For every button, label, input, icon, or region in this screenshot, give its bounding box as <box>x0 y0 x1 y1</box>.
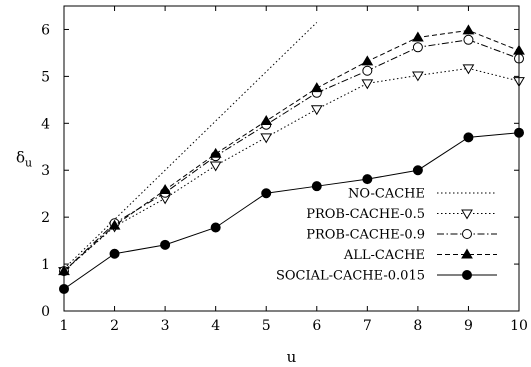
legend-label: PROB-CACHE-0.5 <box>306 207 425 222</box>
data-point <box>160 239 171 250</box>
data-point <box>463 34 474 45</box>
data-point <box>260 133 273 144</box>
data-point <box>463 132 474 143</box>
legend: NO-CACHE PROB-CACHE-0.5 PROB-CACHE-0.9 ALL-… <box>276 187 497 284</box>
data-point <box>362 65 373 76</box>
data-point <box>412 42 423 53</box>
y-tick-label: 0 <box>41 304 50 320</box>
data-point <box>310 82 323 93</box>
y-tick-label: 4 <box>41 116 50 132</box>
x-tick-label: 1 <box>60 318 69 334</box>
x-tick-label: 3 <box>161 318 170 334</box>
data-point <box>361 55 374 66</box>
data-point <box>261 188 272 199</box>
data-point <box>311 181 322 192</box>
legend-entry: SOCIAL-CACHE-0.015 <box>276 269 497 284</box>
series-line <box>64 132 519 290</box>
y-tick-label: 6 <box>41 22 50 38</box>
data-point <box>109 248 120 259</box>
y-axis-label-subscript: u <box>25 157 32 170</box>
data-point <box>462 270 472 280</box>
series-all-cache <box>58 24 525 276</box>
y-axis-label: δu <box>16 149 32 170</box>
legend-entry: ALL-CACHE <box>343 248 497 263</box>
data-point <box>461 209 473 220</box>
data-point <box>159 183 171 194</box>
y-tick-label: 5 <box>41 69 50 85</box>
legend-entry: PROB-CACHE-0.5 <box>306 207 497 222</box>
data-point <box>260 114 273 125</box>
x-tick-label: 4 <box>211 318 220 334</box>
axis-ticks <box>63 6 520 312</box>
legend-entry: NO-CACHE <box>348 187 497 202</box>
y-tick-label: 2 <box>41 210 50 226</box>
y-axis-label-symbol: δ <box>16 149 25 167</box>
data-point <box>210 222 221 233</box>
data-point <box>209 161 222 172</box>
series-line <box>64 22 318 270</box>
data-point <box>412 165 423 176</box>
legend-label: ALL-CACHE <box>343 248 425 263</box>
series-no-cache <box>64 22 318 270</box>
x-tick-label: 9 <box>464 318 473 334</box>
data-point <box>310 105 323 116</box>
x-tick-label: 7 <box>363 318 372 334</box>
y-tick-label: 1 <box>41 257 50 273</box>
data-point <box>361 79 374 90</box>
data-point <box>362 174 373 185</box>
x-tick-label: 6 <box>312 318 321 334</box>
x-tick-label: 10 <box>510 318 528 334</box>
legend-label: NO-CACHE <box>348 187 425 202</box>
legend-label: PROB-CACHE-0.9 <box>306 228 425 243</box>
data-point <box>412 31 424 42</box>
data-point <box>412 71 424 82</box>
plot-frame <box>63 5 520 312</box>
x-tick-label: 2 <box>110 318 119 334</box>
data-point <box>108 219 121 230</box>
x-tick-label: 5 <box>262 318 271 334</box>
x-axis-label: u <box>287 348 297 366</box>
legend-label: SOCIAL-CACHE-0.015 <box>276 269 425 284</box>
legend-entry: PROB-CACHE-0.9 <box>306 228 497 243</box>
series-line <box>64 67 519 272</box>
x-tick-label: 8 <box>413 318 422 334</box>
data-point <box>209 147 222 158</box>
data-point <box>462 64 475 75</box>
y-tick-label: 3 <box>41 163 50 179</box>
series-line <box>64 29 519 272</box>
data-point <box>462 24 475 35</box>
data-point <box>462 229 472 239</box>
data-point <box>461 248 473 259</box>
